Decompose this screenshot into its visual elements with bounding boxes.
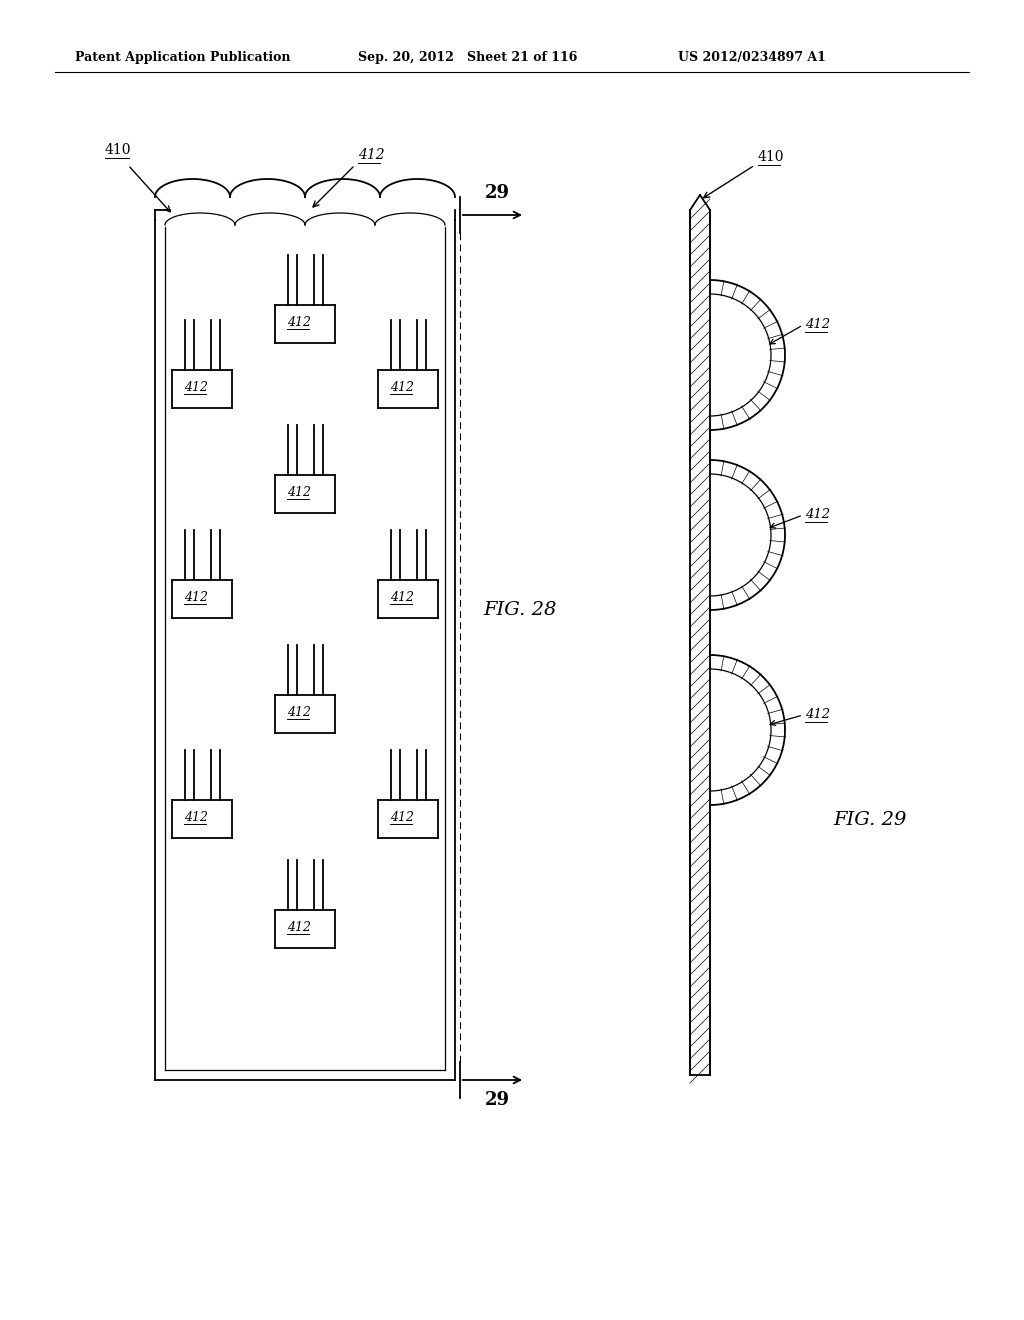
Text: 410: 410 xyxy=(105,143,131,157)
Text: Patent Application Publication: Patent Application Publication xyxy=(75,51,291,65)
Text: Sep. 20, 2012   Sheet 21 of 116: Sep. 20, 2012 Sheet 21 of 116 xyxy=(358,51,578,65)
Text: 412: 412 xyxy=(805,508,830,521)
Text: 412: 412 xyxy=(287,486,311,499)
Text: 412: 412 xyxy=(358,148,385,162)
Text: FIG. 28: FIG. 28 xyxy=(483,601,557,619)
Text: FIG. 29: FIG. 29 xyxy=(834,810,906,829)
Text: 412: 412 xyxy=(390,810,414,824)
Text: 412: 412 xyxy=(390,380,414,393)
Text: 412: 412 xyxy=(287,315,311,329)
Text: 29: 29 xyxy=(485,183,510,202)
Text: 412: 412 xyxy=(287,706,311,718)
Text: 412: 412 xyxy=(184,380,208,393)
Text: 410: 410 xyxy=(758,150,784,164)
Text: 412: 412 xyxy=(805,318,830,331)
Text: 412: 412 xyxy=(184,810,208,824)
Text: 412: 412 xyxy=(805,709,830,722)
Text: 412: 412 xyxy=(184,590,208,603)
Text: 412: 412 xyxy=(287,920,311,933)
Text: 412: 412 xyxy=(390,590,414,603)
Text: 29: 29 xyxy=(485,1092,510,1109)
Text: US 2012/0234897 A1: US 2012/0234897 A1 xyxy=(678,51,826,65)
